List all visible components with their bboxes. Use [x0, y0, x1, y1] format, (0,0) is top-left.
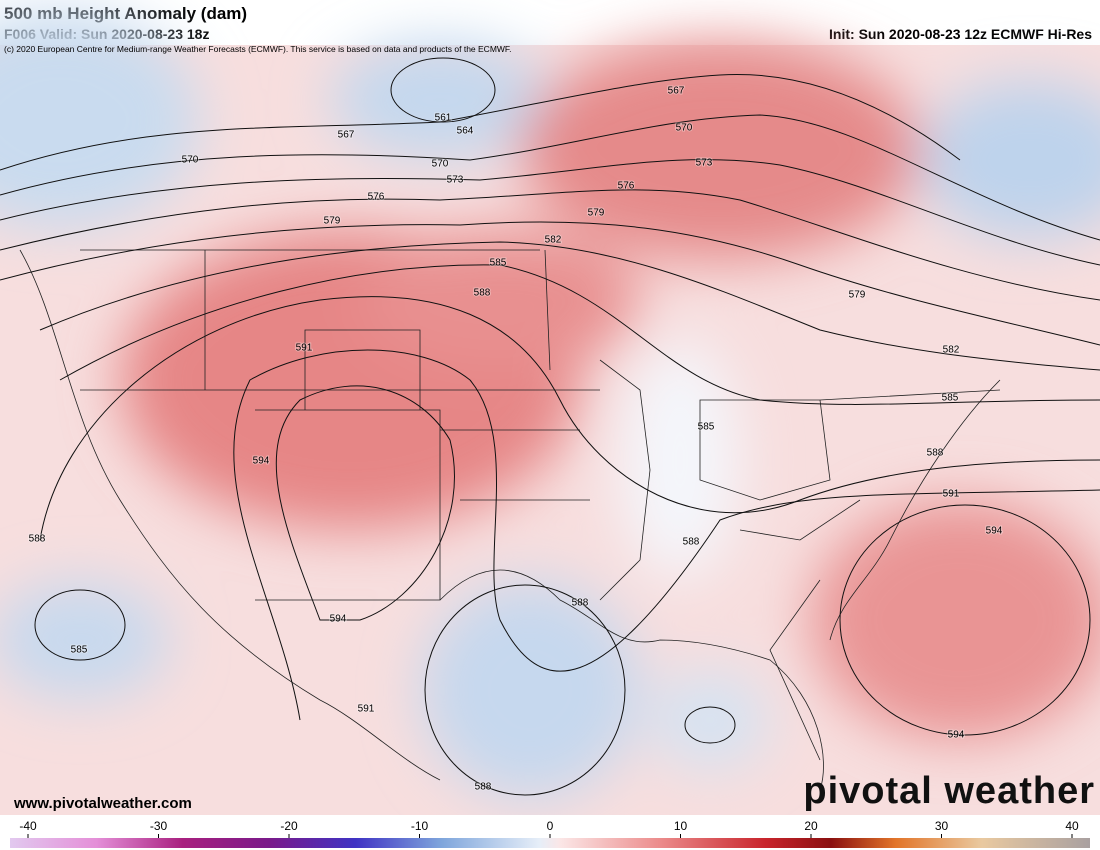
- contour-label: 573: [447, 175, 464, 186]
- contour-label: 591: [943, 489, 960, 500]
- anomaly-field: [0, 10, 1100, 815]
- contour-label: 591: [358, 704, 375, 715]
- contour-label: 588: [474, 288, 491, 299]
- colorbar-tick-label: 10: [674, 819, 688, 833]
- contour-label: 585: [71, 645, 88, 656]
- contour-label: 567: [668, 86, 685, 97]
- contour-label: 564: [457, 126, 474, 137]
- contour-label: 588: [29, 534, 46, 545]
- contour-label: 567: [338, 130, 355, 141]
- contour-label: 588: [572, 598, 589, 609]
- contour-label: 561: [435, 113, 452, 124]
- contour-label: 579: [849, 290, 866, 301]
- contour-label: 570: [432, 159, 449, 170]
- colorbar-tick-label: 30: [935, 819, 949, 833]
- colorbar-tick-label: 20: [804, 819, 818, 833]
- colorbar-tick-label: -30: [150, 819, 168, 833]
- contour-label: 576: [618, 181, 635, 192]
- colorbar-tick-label: -10: [411, 819, 429, 833]
- contour-label: 594: [253, 456, 270, 467]
- contour-label: 594: [948, 730, 965, 741]
- contour-label: 570: [182, 155, 199, 166]
- contour-label: 594: [330, 614, 347, 625]
- contour-label: 585: [698, 422, 715, 433]
- colorbar-tick-label: -20: [280, 819, 298, 833]
- contour-label: 582: [943, 345, 960, 356]
- contour-label: 591: [296, 343, 313, 354]
- colorbar-tick-label: 40: [1065, 819, 1079, 833]
- contour-label: 582: [545, 235, 562, 246]
- contour-label: 585: [490, 258, 507, 269]
- website: www.pivotalweather.com: [13, 795, 192, 812]
- colorbar: [10, 838, 1090, 848]
- colorbar-tick-label: 0: [547, 819, 554, 833]
- contour-label: 570: [676, 123, 693, 134]
- init-time: Init: Sun 2020-08-23 12z ECMWF Hi-Res: [829, 26, 1092, 42]
- contour-label: 588: [927, 448, 944, 459]
- borders: [19, 249, 1001, 791]
- contour-label: 576: [368, 192, 385, 203]
- contour-label: 588: [683, 537, 700, 548]
- copyright: (c) 2020 European Centre for Medium-rang…: [4, 44, 512, 54]
- contour-label: 585: [942, 393, 959, 404]
- logo: pivotal weather: [803, 770, 1095, 812]
- contours: [0, 57, 1100, 796]
- contour-label: 579: [588, 208, 605, 219]
- colorbar-tick-label: -40: [19, 819, 37, 833]
- contour-label: 594: [986, 526, 1003, 537]
- contour-label: 573: [696, 158, 713, 169]
- contour-label: 579: [324, 216, 341, 227]
- contour-label: 588: [475, 782, 492, 793]
